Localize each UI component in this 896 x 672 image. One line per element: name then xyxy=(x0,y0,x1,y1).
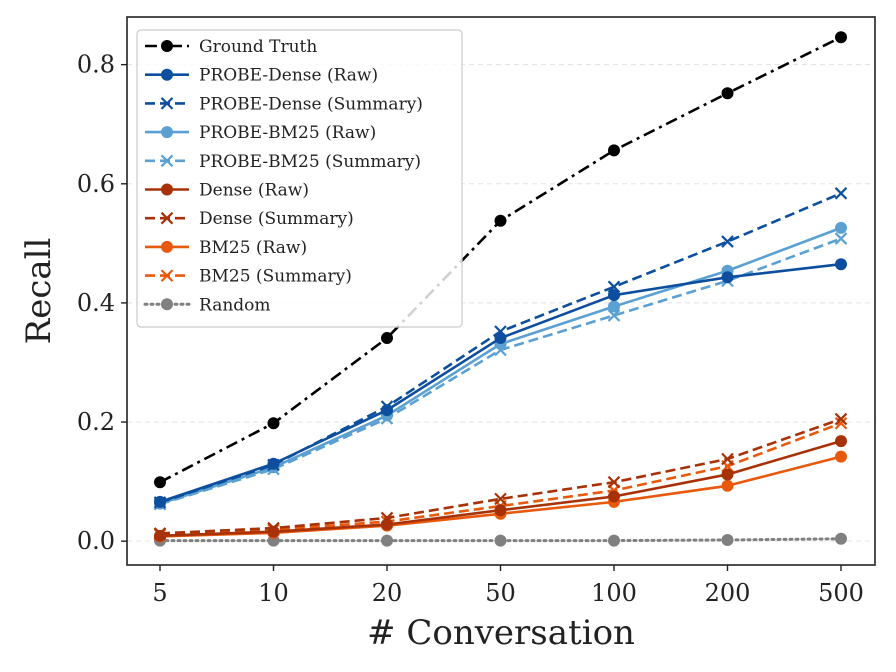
x-axis-ticks: 5 10 20 50 100 200 500 xyxy=(152,565,864,607)
legend-box xyxy=(136,29,463,328)
legend-label: Dense (Raw) xyxy=(199,181,309,201)
data-point xyxy=(607,475,621,489)
data-point xyxy=(381,332,393,345)
y-axis-title: Recall xyxy=(19,238,59,345)
data-point xyxy=(607,309,621,322)
legend-marker xyxy=(160,269,174,282)
data-point xyxy=(608,289,620,302)
data-point xyxy=(834,232,848,245)
legend-marker xyxy=(160,97,174,110)
legend-label: BM25 (Raw) xyxy=(199,238,307,258)
data-point xyxy=(721,271,734,284)
x-tick-label: 10 xyxy=(258,579,289,607)
legend-label: PROBE-BM25 (Raw) xyxy=(199,123,376,143)
legend-marker xyxy=(161,126,173,139)
legend-item-probe-bm25-summary: PROBE-BM25 (Summary) xyxy=(145,152,421,172)
data-point xyxy=(381,518,393,531)
data-point xyxy=(494,492,507,506)
data-point xyxy=(154,495,166,508)
x-tick-label: 5 xyxy=(152,579,167,607)
y-tick-label: 0.4 xyxy=(77,289,115,317)
x-axis-title: # Conversation xyxy=(367,613,635,653)
data-point xyxy=(835,450,847,463)
data-point xyxy=(608,300,620,313)
y-tick-label: 0.0 xyxy=(77,527,115,555)
y-tick-label: 0.6 xyxy=(77,170,115,198)
data-point xyxy=(494,534,507,547)
legend-item-probe-dense-summary: PROBE-Dense (Summary) xyxy=(145,94,423,114)
data-point xyxy=(721,452,734,466)
y-axis-ticks: 0.0 0.2 0.4 0.6 0.8 xyxy=(77,51,127,555)
data-point xyxy=(721,468,734,481)
data-point xyxy=(494,504,507,517)
series-ground-truth xyxy=(154,31,847,489)
legend-marker xyxy=(161,68,173,81)
data-point xyxy=(494,332,507,345)
data-point xyxy=(835,221,847,234)
data-point xyxy=(494,214,507,227)
legend-marker xyxy=(161,240,173,253)
legend-marker xyxy=(160,154,174,168)
data-point xyxy=(381,534,393,547)
data-point xyxy=(267,457,280,470)
series-dense-raw xyxy=(154,435,847,542)
y-tick-label: 0.2 xyxy=(77,408,115,436)
legend-item-dense-summary: Dense (Summary) xyxy=(145,209,354,229)
data-point xyxy=(835,258,847,271)
legend-label: Ground Truth xyxy=(199,37,317,57)
data-point xyxy=(834,416,848,430)
legend-label: PROBE-Dense (Summary) xyxy=(199,94,423,114)
x-tick-label: 200 xyxy=(705,579,751,607)
legend-marker xyxy=(161,183,173,196)
x-tick-label: 50 xyxy=(485,579,516,607)
data-point xyxy=(834,187,848,200)
data-point xyxy=(267,417,280,430)
legend-label: Random xyxy=(199,295,271,315)
series-probe-dense-raw xyxy=(154,258,847,508)
legend-item-bm25-raw: BM25 (Raw) xyxy=(145,238,307,258)
legend-item-ground-truth: Ground Truth xyxy=(145,37,317,57)
data-point xyxy=(721,235,734,248)
x-tick-label: 100 xyxy=(591,579,637,607)
data-point xyxy=(721,533,734,546)
data-point xyxy=(267,525,280,538)
legend-label: PROBE-Dense (Raw) xyxy=(199,66,378,86)
series-lines xyxy=(153,31,848,547)
data-point xyxy=(608,144,620,157)
x-tick-label: 500 xyxy=(818,579,864,607)
data-point xyxy=(835,532,847,545)
legend-item-random: Random xyxy=(143,295,271,315)
series-random xyxy=(154,532,847,547)
data-point xyxy=(154,529,166,542)
legend-item-probe-bm25-raw: PROBE-BM25 (Raw) xyxy=(145,123,376,143)
x-tick-label: 20 xyxy=(372,579,403,607)
legend-marker xyxy=(160,211,174,225)
data-point xyxy=(381,404,393,417)
data-point xyxy=(721,87,734,100)
data-point xyxy=(608,490,620,503)
legend-label: BM25 (Summary) xyxy=(199,267,352,287)
data-point xyxy=(834,412,848,426)
legend-marker xyxy=(161,40,173,52)
legend-marker xyxy=(161,298,173,311)
legend-item-dense-raw: Dense (Raw) xyxy=(145,181,309,201)
y-tick-label: 0.8 xyxy=(77,51,115,79)
data-point xyxy=(154,476,166,489)
data-point xyxy=(835,435,847,448)
data-point xyxy=(608,534,620,547)
legend-label: Dense (Summary) xyxy=(199,209,354,229)
data-point xyxy=(721,479,734,492)
legend: Ground Truth PROBE-Dense (Raw) PROBE-Dense… xyxy=(136,29,463,328)
legend-label: PROBE-BM25 (Summary) xyxy=(199,152,421,172)
legend-item-probe-dense-raw: PROBE-Dense (Raw) xyxy=(145,66,378,86)
legend-item-bm25-summary: BM25 (Summary) xyxy=(145,267,352,287)
data-point xyxy=(835,31,847,44)
